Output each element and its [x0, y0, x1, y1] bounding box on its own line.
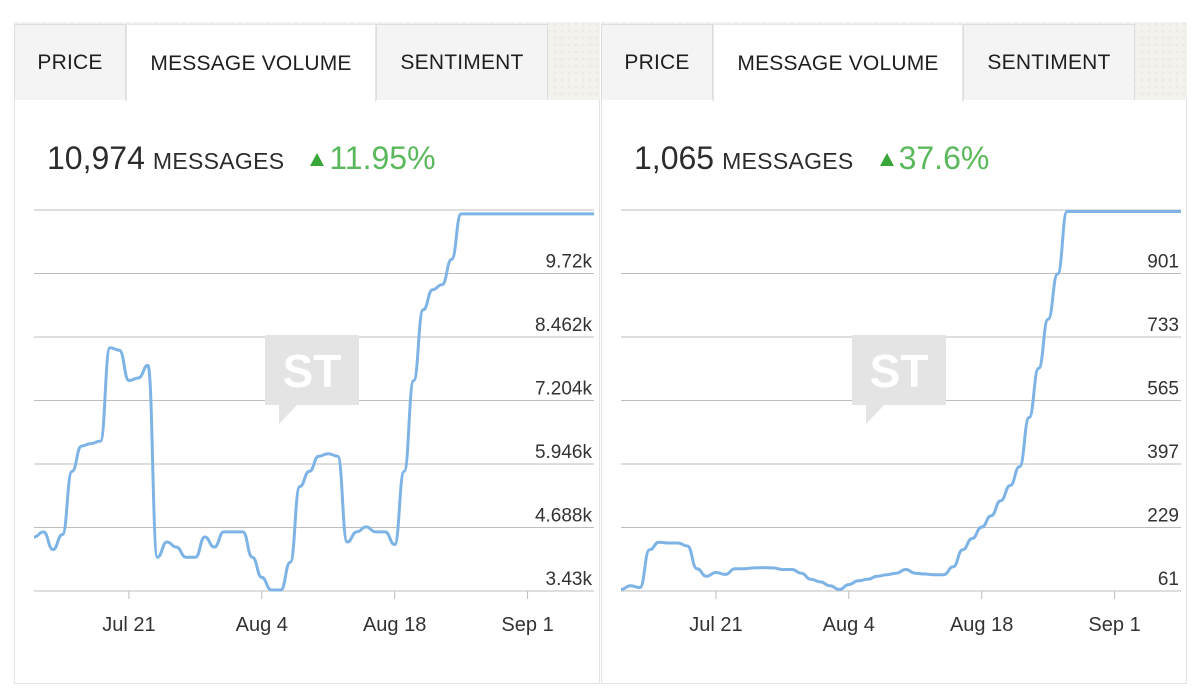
y-tick-label: 7.204k	[535, 379, 593, 400]
tab-bar: PRICE MESSAGE VOLUME SENTIMENT	[601, 22, 1187, 102]
watermark-box	[265, 335, 359, 405]
change-percent: 37.6%	[898, 140, 990, 176]
tab-price[interactable]: PRICE	[14, 24, 126, 100]
message-unit: MESSAGES	[152, 148, 285, 174]
volume-chart: 61 229 397 565 733 901 Jul 21 Aug 4 Aug 18 Sep 1 S…	[620, 209, 1181, 636]
y-tick-label: 9.72k	[546, 252, 593, 273]
x-tick-label: Aug 18	[950, 614, 1013, 636]
watermark-text: ST	[870, 345, 929, 397]
x-tick-label: Aug 4	[823, 614, 875, 636]
tab-message-volume[interactable]: MESSAGE VOLUME	[713, 24, 963, 102]
message-count: 10,974	[47, 140, 145, 176]
x-tick-label: Jul 21	[102, 614, 155, 636]
watermark-tail	[866, 405, 884, 424]
volume-summary: 1,065 MESSAGES 37.6%	[634, 140, 989, 177]
x-tick-label: Sep 1	[1088, 614, 1140, 636]
volume-summary: 10,974 MESSAGES 11.95%	[47, 140, 436, 177]
x-tick-label: Aug 18	[363, 614, 426, 636]
watermark-tail	[279, 405, 297, 424]
watermark-logo: ST	[265, 335, 359, 424]
tab-bar: PRICE MESSAGE VOLUME SENTIMENT	[14, 22, 600, 102]
watermark-logo: ST	[852, 335, 946, 424]
up-arrow-icon	[879, 153, 894, 166]
y-tick-label: 565	[1147, 379, 1179, 400]
y-tick-label: 8.462k	[535, 315, 593, 336]
y-tick-label: 733	[1147, 315, 1179, 336]
tab-message-volume[interactable]: MESSAGE VOLUME	[126, 24, 376, 102]
x-tick-label: Jul 21	[689, 614, 742, 636]
chart-panel-left: PRICE MESSAGE VOLUME SENTIMENT 10,974 ME…	[14, 22, 600, 684]
tab-sentiment[interactable]: SENTIMENT	[963, 24, 1135, 100]
message-unit: MESSAGES	[722, 148, 854, 174]
y-tick-label: 61	[1158, 569, 1179, 590]
tab-sentiment[interactable]: SENTIMENT	[376, 24, 548, 100]
tab-price[interactable]: PRICE	[601, 24, 713, 100]
y-tick-label: 397	[1147, 442, 1179, 463]
x-tick-label: Sep 1	[501, 614, 553, 636]
y-tick-label: 901	[1147, 252, 1179, 273]
y-tick-label: 4.688k	[535, 506, 593, 527]
y-tick-label: 5.946k	[535, 442, 593, 463]
x-tick-label: Aug 4	[236, 614, 288, 636]
y-tick-label: 3.43k	[546, 569, 593, 590]
y-tick-label: 229	[1147, 506, 1179, 527]
watermark-text: ST	[283, 345, 342, 397]
message-count: 1,065	[634, 140, 715, 176]
series-line	[33, 212, 594, 592]
change-percent: 11.95%	[329, 140, 436, 176]
series-line	[620, 210, 1181, 591]
watermark-box	[852, 335, 946, 405]
volume-chart: 3.43k 4.688k 5.946k 7.204k 8.462k 9.72k Jul 21…	[33, 209, 594, 636]
up-arrow-icon	[310, 153, 325, 166]
chart-panel-right: PRICE MESSAGE VOLUME SENTIMENT 1,065 MES…	[601, 22, 1187, 684]
